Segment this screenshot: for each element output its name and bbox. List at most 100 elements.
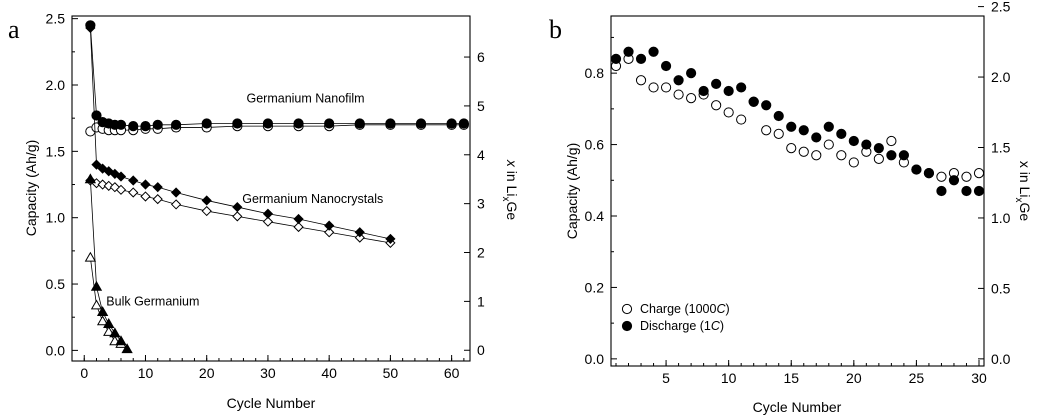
y2-tick-label: 0.0 xyxy=(991,351,1011,367)
discharge-point xyxy=(823,121,834,132)
y2-tick-label: 3 xyxy=(477,196,485,212)
y-tick-label: 1.0 xyxy=(46,210,66,226)
y-tick-label: 0.5 xyxy=(46,276,66,292)
charge-point xyxy=(262,216,274,227)
discharge-point xyxy=(262,208,274,219)
charge-point xyxy=(798,146,809,157)
y2-tick-label: 0.5 xyxy=(991,280,1011,296)
panel-a-plot-frame xyxy=(71,15,471,362)
discharge-point xyxy=(152,119,163,130)
panel-b: b 0.0 0.2 0.4 0.6 0.8 0.0 0.5 1.0 1.5 2.0 2.5 5 10… xyxy=(549,0,1033,415)
y2-tick-label: 5 xyxy=(477,98,485,114)
charge-point xyxy=(873,153,884,164)
panel-a-letter: a xyxy=(8,15,20,44)
panel-a-y-ticks: 0.0 0.5 1.0 1.5 2.0 2.5 xyxy=(46,11,78,358)
discharge-point xyxy=(635,53,647,64)
y-tick-label: 2.0 xyxy=(46,77,66,93)
panel-a-y2-ticks: 0 1 2 3 4 5 6 xyxy=(464,49,485,358)
panel-b-x-axis-label: Cycle Number xyxy=(753,399,842,415)
discharge-point xyxy=(610,53,622,64)
y2-tick-label: 2.0 xyxy=(991,69,1011,85)
legend-entry: Charge (1000C) xyxy=(640,302,730,316)
x-tick-label: 25 xyxy=(909,370,925,386)
discharge-point xyxy=(786,121,797,132)
discharge-point xyxy=(385,118,396,129)
discharge-point xyxy=(232,201,243,213)
discharge-point xyxy=(923,168,935,179)
discharge-point xyxy=(948,175,960,186)
x-tick-label: 60 xyxy=(444,365,460,381)
discharge-point xyxy=(140,121,151,132)
charge-point xyxy=(354,232,365,243)
legend-marker xyxy=(621,320,633,332)
charge-point xyxy=(324,227,335,238)
discharge-point xyxy=(648,46,659,57)
discharge-point xyxy=(736,82,747,93)
charge-point xyxy=(648,82,659,93)
y2-tick-label: 0 xyxy=(477,342,485,358)
panel-b-y2-axis-label: x in LixGe xyxy=(1013,161,1033,221)
discharge-point xyxy=(686,68,697,79)
panel-b-x-ticks: 5 10 15 20 25 30 xyxy=(615,360,987,386)
y-tick-label: 2.5 xyxy=(46,11,66,27)
panel-b-legend: Charge (1000C) Discharge (1C) xyxy=(621,302,730,333)
discharge-point xyxy=(415,118,427,129)
charge-point xyxy=(201,205,212,217)
discharge-point xyxy=(293,213,304,225)
discharge-point xyxy=(109,327,121,338)
series-line xyxy=(89,25,464,127)
charge-point xyxy=(773,128,784,139)
charge-point xyxy=(723,107,734,118)
discharge-point xyxy=(128,175,139,186)
y-tick-label: 0.8 xyxy=(585,65,605,81)
panel-b-letter: b xyxy=(549,15,562,44)
discharge-point xyxy=(128,121,139,132)
discharge-point xyxy=(115,335,127,346)
x-tick-label: 50 xyxy=(383,365,399,381)
x-tick-label: 15 xyxy=(783,370,799,386)
charge-point xyxy=(886,135,897,147)
charge-point xyxy=(961,171,972,182)
discharge-point xyxy=(973,185,985,197)
charge-point xyxy=(128,187,139,198)
charge-point xyxy=(152,194,163,205)
y2-tick-label: 4 xyxy=(477,147,485,163)
charge-point xyxy=(103,325,115,336)
charge-point xyxy=(711,100,722,111)
discharge-point xyxy=(262,118,274,129)
charge-point xyxy=(170,199,182,210)
series-annotation: Germanium Nanofilm xyxy=(247,91,365,105)
discharge-point xyxy=(458,118,469,129)
y-tick-label: 0.2 xyxy=(585,279,605,295)
discharge-point xyxy=(91,159,102,170)
y2-tick-label: 6 xyxy=(477,49,485,65)
discharge-point xyxy=(90,280,103,291)
y-tick-label: 1.5 xyxy=(46,143,66,159)
discharge-point xyxy=(96,306,109,317)
charge-point xyxy=(232,211,243,222)
panel-b-y-ticks: 0.0 0.2 0.4 0.6 0.8 xyxy=(585,36,617,367)
discharge-point xyxy=(109,168,120,180)
y-tick-label: 0.0 xyxy=(585,351,605,367)
discharge-point xyxy=(140,179,151,190)
discharge-point xyxy=(201,195,212,206)
charge-point xyxy=(140,191,151,202)
charge-point xyxy=(673,89,684,100)
discharge-point xyxy=(446,118,457,129)
discharge-point xyxy=(748,96,759,107)
discharge-point xyxy=(170,119,182,130)
charge-point xyxy=(96,315,109,326)
discharge-point xyxy=(324,220,335,231)
discharge-point xyxy=(936,185,947,197)
y2-tick-label: 2 xyxy=(477,245,485,261)
discharge-point xyxy=(170,187,182,198)
discharge-point xyxy=(232,118,243,129)
legend-entry: Discharge (1C) xyxy=(640,319,724,333)
discharge-point xyxy=(773,110,784,122)
discharge-point xyxy=(121,343,133,354)
discharge-point xyxy=(201,118,212,129)
discharge-point xyxy=(711,78,722,89)
y-tick-label: 0.4 xyxy=(585,208,605,224)
charge-point xyxy=(736,114,747,125)
